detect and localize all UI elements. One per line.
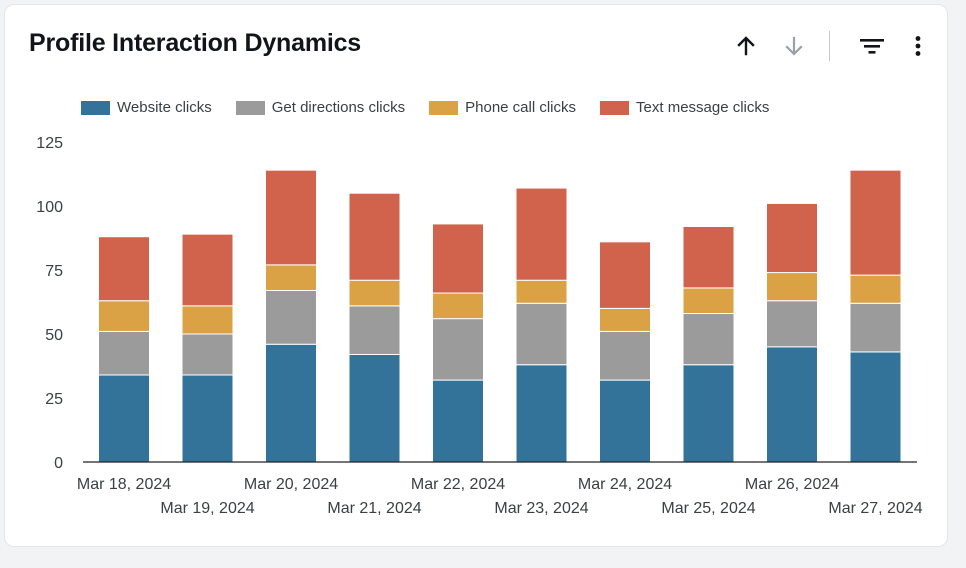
x-tick-label: Mar 20, 2024 <box>244 476 338 493</box>
arrow-down-glyph <box>785 36 803 56</box>
y-tick-label: 75 <box>45 263 63 280</box>
x-tick-label: Mar 18, 2024 <box>77 476 171 493</box>
bar-segment-website-clicks[interactable] <box>265 343 317 463</box>
legend-item-directions-clicks[interactable]: Get directions clicks <box>235 99 406 116</box>
arrow-up-icon[interactable] <box>731 31 761 61</box>
y-tick-label: 25 <box>45 391 63 408</box>
legend-label-website: Website clicks <box>117 99 212 116</box>
y-tick-label: 50 <box>45 327 63 344</box>
bar-segment-get-directions-clicks[interactable] <box>432 318 484 381</box>
arrow-up-glyph <box>737 36 755 56</box>
arrow-down-icon[interactable] <box>779 31 809 61</box>
y-tick-label: 125 <box>36 135 63 152</box>
bar-segment-website-clicks[interactable] <box>766 346 818 463</box>
toolbar-divider <box>829 31 830 61</box>
bar-segment-phone-call-clicks[interactable] <box>348 279 401 307</box>
bar-segment-text-message-clicks[interactable] <box>181 233 234 307</box>
x-tick-label: Mar 21, 2024 <box>327 500 421 517</box>
bar-segment-website-clicks[interactable] <box>98 374 150 463</box>
bar-segment-get-directions-clicks[interactable] <box>682 313 735 366</box>
bar-segment-text-message-clicks[interactable] <box>766 202 818 274</box>
bar-segment-get-directions-clicks[interactable] <box>98 330 150 376</box>
bar-segment-get-directions-clicks[interactable] <box>599 330 651 381</box>
legend-swatch-directions <box>235 100 265 115</box>
bar-segment-text-message-clicks[interactable] <box>849 169 902 276</box>
bar-segment-get-directions-clicks[interactable] <box>181 333 234 376</box>
legend-swatch-text-message <box>600 100 630 115</box>
x-tick-label: Mar 24, 2024 <box>578 476 672 493</box>
bar-segment-phone-call-clicks[interactable] <box>432 292 484 320</box>
bar-segment-get-directions-clicks[interactable] <box>849 302 902 353</box>
bar-segment-phone-call-clicks[interactable] <box>849 274 902 304</box>
legend-item-website-clicks[interactable]: Website clicks <box>81 99 212 116</box>
bar-segment-get-directions-clicks[interactable] <box>265 289 317 345</box>
bar-segment-website-clicks[interactable] <box>432 379 484 463</box>
x-tick-label: Mar 23, 2024 <box>494 500 588 517</box>
bar-segment-phone-call-clicks[interactable] <box>515 279 568 304</box>
x-tick-label: Mar 19, 2024 <box>160 500 254 517</box>
legend-item-phone-clicks[interactable]: Phone call clicks <box>429 99 576 116</box>
bar-segment-phone-call-clicks[interactable] <box>682 287 735 315</box>
chart-toolbar <box>5 31 947 61</box>
x-tick-label: Mar 26, 2024 <box>745 476 839 493</box>
legend-swatch-phone <box>429 100 459 115</box>
y-tick-label: 0 <box>54 455 63 472</box>
bar-segment-text-message-clicks[interactable] <box>599 241 651 309</box>
stacked-bar-chart: 0 25 50 75 100 125 Mar 18, 2024 Mar 19, 2024 Mar… <box>36 135 922 517</box>
bar-segment-text-message-clicks[interactable] <box>432 223 484 294</box>
legend-label-phone: Phone call clicks <box>465 99 577 116</box>
bar-segment-website-clicks[interactable] <box>515 364 568 463</box>
bar-segment-get-directions-clicks[interactable] <box>766 300 818 348</box>
legend-label-directions: Get directions clicks <box>271 99 406 116</box>
y-tick-label: 100 <box>36 199 63 216</box>
filter-icon[interactable] <box>857 31 887 61</box>
bar-segment-website-clicks[interactable] <box>849 351 902 463</box>
more-vert-icon[interactable] <box>903 31 933 61</box>
chart-legend: Website clicks Get directions clicks Pho… <box>81 99 793 116</box>
legend-item-text-message-clicks[interactable]: Text message clicks <box>600 99 769 116</box>
more-vert-glyph <box>915 36 921 56</box>
chart-card: Profile Interaction Dynamics <box>4 4 948 547</box>
bar-segment-phone-call-clicks[interactable] <box>599 307 651 332</box>
bar-segment-phone-call-clicks[interactable] <box>766 272 818 302</box>
x-tick-label: Mar 22, 2024 <box>411 476 505 493</box>
x-tick-label: Mar 27, 2024 <box>828 500 922 517</box>
bar-segment-get-directions-clicks[interactable] <box>348 305 401 355</box>
bar-segment-website-clicks[interactable] <box>348 353 401 463</box>
bar-segment-phone-call-clicks[interactable] <box>265 264 317 291</box>
filter-glyph <box>860 39 884 54</box>
bar-segment-text-message-clicks[interactable] <box>682 225 735 289</box>
bar-segment-website-clicks[interactable] <box>181 374 234 463</box>
bar-segment-phone-call-clicks[interactable] <box>98 300 150 332</box>
bar-segment-website-clicks[interactable] <box>682 364 735 463</box>
bar-segment-text-message-clicks[interactable] <box>98 236 150 302</box>
bar-segment-text-message-clicks[interactable] <box>265 169 317 266</box>
bar-segment-text-message-clicks[interactable] <box>348 192 401 281</box>
bar-segment-text-message-clicks[interactable] <box>515 187 568 281</box>
legend-label-text-message: Text message clicks <box>636 99 770 116</box>
bar-segment-website-clicks[interactable] <box>599 379 651 463</box>
bar-segment-get-directions-clicks[interactable] <box>515 302 568 366</box>
x-tick-label: Mar 25, 2024 <box>661 500 755 517</box>
legend-swatch-website <box>81 100 110 115</box>
bar-segment-phone-call-clicks[interactable] <box>181 305 234 335</box>
chart-title: Profile Interaction Dynamics <box>29 29 361 57</box>
